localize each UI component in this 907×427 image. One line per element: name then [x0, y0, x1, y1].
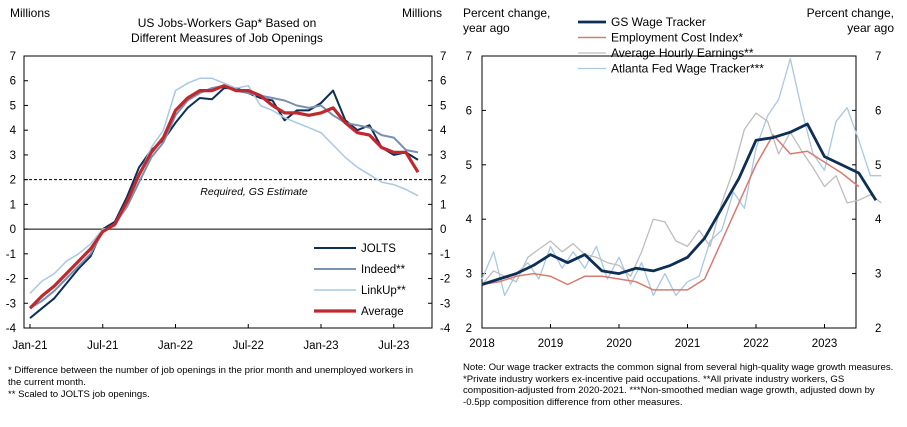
- right-y-unit-right-line-1: Percent change,: [807, 6, 894, 20]
- left-x-tick-label: Jan-22: [158, 340, 193, 352]
- left-y-axis-right: -4 -3 -2 -1 0 1 2 3 4 5 6 7: [428, 51, 451, 335]
- right-x-axis: 2018 2019 2020 2021 2022 2023: [469, 324, 837, 350]
- right-y-tick-label: 2: [466, 323, 472, 335]
- legend-label: Average Hourly Earnings**: [611, 46, 754, 60]
- right-footnote: Note: Our wage tracker extracts the comm…: [463, 362, 894, 408]
- left-y-tick-label: -1: [6, 249, 16, 261]
- left-y-tick-label: -3: [6, 298, 16, 310]
- left-y-unit-right: Millions: [402, 6, 442, 20]
- right-plot-frame: [481, 55, 857, 329]
- left-y-tick-label-right: -2: [440, 274, 450, 286]
- left-plot-frame: [23, 55, 433, 329]
- left-y-tick-label-right: 6: [440, 76, 446, 88]
- right-y-tick-label: 3: [466, 269, 472, 281]
- legend-label: JOLTS: [361, 243, 396, 255]
- left-y-tick-label: 2: [10, 175, 16, 187]
- left-legend: JOLTS Indeed** LinkUp** Average: [314, 243, 406, 318]
- right-y-tick-label-right: 3: [875, 269, 881, 281]
- right-y-tick-label: 4: [466, 214, 473, 226]
- left-chart-title-line-2: Different Measures of Job Openings: [131, 31, 323, 45]
- left-x-tick-label: Jul-21: [87, 340, 118, 352]
- legend-label: Atlanta Fed Wage Tracker***: [611, 62, 764, 76]
- wage-growth-chart: 2 3 4 5 6 7 2 3 4 5 6 7 2018 2019 2020 2021 2022 2023 P…: [463, 6, 894, 350]
- legend-label: GS Wage Tracker: [611, 15, 706, 29]
- left-y-unit-left: Millions: [10, 6, 50, 20]
- series-line-average-hourly-earnings: [481, 112, 882, 285]
- left-y-tick-label-right: 7: [440, 51, 446, 63]
- left-y-tick-label-right: -4: [440, 323, 451, 335]
- right-x-tick-label: 2018: [469, 338, 495, 350]
- left-y-tick-label: 4: [10, 125, 17, 137]
- right-x-tick-label: 2020: [606, 338, 632, 350]
- left-footnote-1: * Difference between the number of job o…: [8, 365, 414, 388]
- series-line-jolts: [29, 87, 419, 319]
- legend-label: Employment Cost Index*: [611, 31, 743, 45]
- right-y-tick-label-right: 5: [875, 160, 881, 172]
- left-y-axis-left: -4 -3 -2 -1 0 1 2 3 4 5 6 7: [6, 51, 28, 335]
- right-legend: GS Wage Tracker Employment Cost Index*Ave…: [578, 15, 764, 76]
- right-y-unit-left-line-2: year ago: [463, 21, 510, 35]
- left-x-tick-label: Jan-21: [12, 340, 47, 352]
- series-line-gs-wage-tracker: [481, 122, 878, 286]
- left-y-tick-label: 0: [10, 224, 16, 236]
- left-y-tick-label-right: 4: [440, 125, 447, 137]
- left-y-tick-label-right: -1: [440, 249, 450, 261]
- left-x-axis: Jan-21 Jul-21 Jan-22 Jul-22 Jan-23 Jul-23: [12, 324, 409, 352]
- left-y-tick-label-right: 0: [440, 224, 446, 236]
- right-x-tick-label: 2019: [538, 338, 564, 350]
- legend-label: LinkUp**: [361, 285, 406, 297]
- left-y-tick-label-right: 3: [440, 150, 446, 162]
- left-y-tick-label-right: 5: [440, 100, 446, 112]
- right-y-tick-label-right: 6: [875, 105, 881, 117]
- right-y-unit-right-line-2: year ago: [847, 21, 894, 35]
- right-y-tick-label-right: 7: [875, 51, 881, 63]
- right-y-axis-left: 2 3 4 5 6 7: [466, 51, 486, 335]
- series-line-employment-cost-index: [481, 134, 860, 291]
- right-y-tick-label: 6: [466, 105, 472, 117]
- right-y-axis-right: 2 3 4 5 6 7: [852, 51, 882, 335]
- right-x-tick-label: 2023: [812, 338, 838, 350]
- right-y-tick-label: 5: [466, 160, 472, 172]
- jobs-workers-gap-chart: Required, GS Estimate -4 -3 -2 -1 0 1 2 3 4 5 6 7 -…: [6, 6, 451, 352]
- right-series-group: [481, 58, 882, 297]
- right-x-tick-label: 2021: [675, 338, 701, 350]
- left-footnote-2: ** Scaled to JOLTS job openings.: [8, 389, 150, 400]
- left-y-tick-label-right: -3: [440, 298, 450, 310]
- legend-label: Indeed**: [361, 264, 406, 276]
- right-y-tick-label: 7: [466, 51, 472, 63]
- left-x-tick-label: Jul-23: [378, 340, 409, 352]
- left-x-tick-label: Jul-22: [233, 340, 264, 352]
- right-y-tick-label-right: 4: [875, 214, 882, 226]
- left-series-group: [28, 77, 420, 319]
- left-y-tick-label-right: 2: [440, 175, 446, 187]
- series-line-average: [28, 84, 420, 310]
- left-y-tick-label: 7: [10, 51, 16, 63]
- left-chart-title-line-1: US Jobs-Workers Gap* Based on: [138, 16, 317, 30]
- left-y-tick-label: -4: [6, 323, 17, 335]
- required-gs-estimate-label: Required, GS Estimate: [200, 186, 308, 198]
- left-y-tick-label: 6: [10, 76, 16, 88]
- right-y-tick-label-right: 2: [875, 323, 881, 335]
- right-y-unit-left-line-1: Percent change,: [463, 6, 550, 20]
- series-line-linkup: [29, 77, 419, 294]
- left-y-tick-label: -2: [6, 274, 16, 286]
- left-y-tick-label: 3: [10, 150, 16, 162]
- left-y-tick-label: 5: [10, 100, 16, 112]
- left-y-tick-label: 1: [10, 199, 16, 211]
- left-x-tick-label: Jan-23: [303, 340, 338, 352]
- legend-label: Average: [361, 306, 404, 318]
- left-y-tick-label-right: 1: [440, 199, 446, 211]
- right-x-tick-label: 2022: [743, 338, 769, 350]
